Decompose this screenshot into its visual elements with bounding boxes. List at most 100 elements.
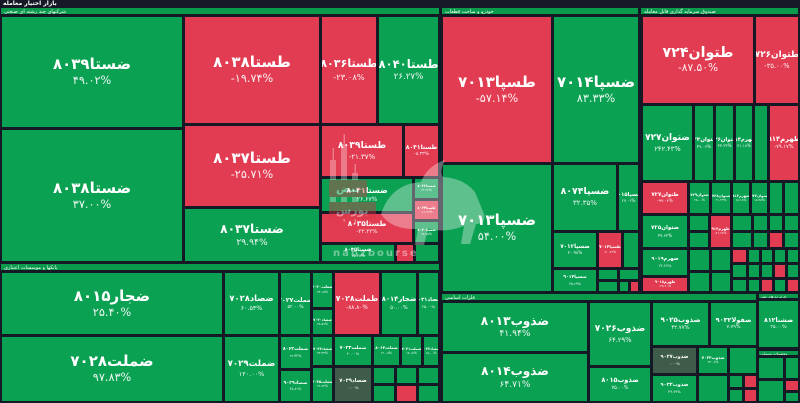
- treemap-tile[interactable]: [732, 232, 752, 248]
- treemap-tile[interactable]: ضصاد۷۰۳۳ ۳۳.۳۳%: [312, 336, 333, 366]
- treemap-tile[interactable]: ضملت۷۰۳۰ ۳۴.۱۵%: [312, 272, 333, 308]
- treemap-tile[interactable]: طستا۸۰۳۶ -۲۳.۰۸%: [321, 16, 377, 124]
- treemap-tile[interactable]: [785, 357, 799, 379]
- treemap-tile[interactable]: [774, 249, 786, 263]
- treemap-tile[interactable]: شهرم۸۱۴۴۱.۱۸%: [735, 105, 753, 181]
- treemap-tile[interactable]: [744, 375, 757, 388]
- treemap-tile[interactable]: [598, 269, 618, 280]
- treemap-tile[interactable]: [787, 264, 799, 278]
- treemap-tile[interactable]: ضذوب۸۰۱۴ ۶۴.۷۱%: [442, 353, 588, 402]
- treemap-tile[interactable]: [774, 279, 786, 292]
- treemap-tile[interactable]: ضملت۷۰۲۷۵۲.۰۰%: [280, 272, 311, 335]
- treemap-tile[interactable]: [785, 392, 799, 402]
- treemap-tile[interactable]: ضملت۸۰۶۲ ۲۲.۴۳%: [280, 336, 311, 369]
- treemap-tile[interactable]: طتوان۷۲۶ -۳۵.۰۰%: [755, 16, 799, 104]
- treemap-tile[interactable]: ضتوان۷۲۳ ۱۵.۳۸%: [751, 182, 768, 214]
- treemap-tile[interactable]: [754, 105, 768, 181]
- treemap-tile[interactable]: [689, 215, 709, 231]
- treemap-tile[interactable]: ضذوب۷۰۳۳ ۲۳.۰۸%: [698, 347, 728, 374]
- treemap-tile[interactable]: [396, 244, 414, 262]
- treemap-tile[interactable]: [784, 215, 799, 231]
- treemap-tile[interactable]: ضتوان۷۲۵ ۴۷.۶۲%: [642, 215, 688, 248]
- treemap-tile[interactable]: [732, 264, 747, 278]
- treemap-tile[interactable]: [761, 264, 773, 278]
- treemap-tile[interactable]: [418, 385, 439, 402]
- treemap-tile[interactable]: [729, 347, 757, 374]
- treemap-tile[interactable]: ضتوان۷۲۹ ۲۵.۰۰%: [689, 182, 710, 214]
- treemap-tile[interactable]: ضصاد۷۰۲۸ ۶۰.۵۳%: [224, 272, 279, 335]
- treemap-tile[interactable]: ضملت۷۰۲۸ ۹۷.۸۳%: [1, 336, 223, 402]
- treemap-tile[interactable]: شهرم۸۱۳ ۱۸.۱۸%: [732, 182, 750, 214]
- treemap-tile[interactable]: طتوان۷۲۷ -۹۹.۰۴%: [642, 182, 688, 214]
- treemap-tile[interactable]: طستا۸۰۳۵ -۳۳.۳۳%: [321, 213, 413, 243]
- treemap-tile[interactable]: ضهرم۹۰۱۹ ۲۴.۲۷%: [642, 249, 688, 276]
- treemap-tile[interactable]: ضملت۷۰۳۵ ۲۶.۳۲%: [312, 367, 333, 402]
- treemap-tile[interactable]: [711, 272, 731, 292]
- treemap-tile[interactable]: ضستا۸۰۴۰ ۱۸.۷۵%: [414, 221, 439, 243]
- treemap-tile[interactable]: ضصاد۹۰۲۹ ۳۸.۸۱%: [280, 370, 311, 402]
- treemap-tile[interactable]: [619, 281, 629, 292]
- treemap-tile[interactable]: ضصاد۷۰۳۰ ۲۸.۵۷%: [312, 309, 333, 335]
- treemap-tile[interactable]: [787, 279, 799, 292]
- treemap-tile[interactable]: طستا۸۰۳۴ -۱۶.۶۷%: [414, 200, 439, 220]
- treemap-tile[interactable]: [729, 375, 743, 388]
- treemap-tile[interactable]: [689, 232, 709, 248]
- treemap-tile[interactable]: [630, 281, 639, 292]
- treemap-tile[interactable]: ضذوب۸۰۱۵ ۷۵.۰۰%: [589, 367, 651, 402]
- treemap-tile[interactable]: ضفولا۹۰۳۲ ۷.۷۹%: [710, 302, 757, 346]
- treemap-tile[interactable]: [769, 182, 783, 214]
- treemap-tile[interactable]: [761, 249, 773, 263]
- treemap-tile[interactable]: [753, 215, 768, 231]
- treemap-tile[interactable]: ضتوان۷۲۶۳۳.۳۳%: [715, 105, 734, 181]
- treemap-tile[interactable]: [784, 232, 799, 248]
- treemap-tile[interactable]: [774, 264, 786, 278]
- treemap-tile[interactable]: ضملت۸۰۶۴ ۲۱.۰۵%: [373, 336, 400, 366]
- treemap-tile[interactable]: [769, 215, 783, 231]
- treemap-tile[interactable]: [415, 244, 439, 262]
- treemap-tile[interactable]: طسپا۷۰۱۳ -۵۷.۱۴%: [442, 16, 552, 163]
- treemap-tile[interactable]: طستا۸۰۴۰ ۲۶.۲۷%: [378, 16, 439, 124]
- treemap-tile[interactable]: [689, 249, 710, 271]
- treemap-tile[interactable]: [784, 182, 799, 214]
- treemap-tile[interactable]: ضذوب۹۰۳۲ ۳۹.۷۹%: [652, 375, 697, 402]
- treemap-tile[interactable]: [761, 279, 773, 292]
- treemap-tile[interactable]: [787, 249, 799, 263]
- treemap-tile[interactable]: ضتوان۷۲۷ ۲۴۲.۴۳%: [642, 105, 693, 181]
- treemap-tile[interactable]: [758, 380, 784, 402]
- treemap-tile[interactable]: [748, 264, 760, 278]
- treemap-tile[interactable]: طهرم۹۰۱۸ -۳۵.۹۰%: [642, 277, 688, 292]
- treemap-tile[interactable]: [769, 232, 783, 248]
- treemap-tile[interactable]: ضسپا۸۰۷۴ ۳۲.۳۵%: [553, 164, 617, 231]
- treemap-tile[interactable]: طستا۸۰۳۷ -۲۵.۷۱%: [184, 125, 320, 207]
- treemap-tile[interactable]: ضستا۸۰۳۷ ۲۹.۹۴%: [184, 208, 320, 262]
- treemap-tile[interactable]: طسپا۷۰۱۴ -۲۰.۷۹%: [598, 232, 622, 268]
- treemap-tile[interactable]: [619, 269, 639, 280]
- treemap-tile[interactable]: ضذوب۸۰۱۳ ۴۱.۹۴%: [442, 302, 588, 352]
- treemap-tile[interactable]: طستا۸۰۳۹ -۲۱.۳۷%: [321, 125, 403, 177]
- treemap-tile[interactable]: ضصاد۷۰۳۹ ۰.۰۰%: [334, 367, 372, 402]
- treemap-tile[interactable]: ضجار۸۰۱۴ ۵۰.۰۰%: [381, 272, 417, 335]
- treemap-tile[interactable]: ضذوب۹۰۲۵ ۳۲.۷۷%: [652, 302, 709, 346]
- treemap-tile[interactable]: ضملت۷۰۲۹ ۱۲۰.۰۰%: [224, 336, 279, 402]
- treemap-tile[interactable]: [729, 389, 743, 402]
- treemap-tile[interactable]: [396, 385, 417, 402]
- treemap-tile[interactable]: ضسپا۷۰۱۴ ۸۳.۳۳%: [553, 16, 639, 163]
- treemap-tile[interactable]: ضتوان۷۲۴۴۹.۰۶%: [694, 105, 714, 181]
- treemap-tile[interactable]: ضسپا۸۰۱۵۲۷.۰۶%: [618, 164, 639, 231]
- treemap-tile[interactable]: [785, 380, 799, 391]
- treemap-tile[interactable]: طستا۸۰۴۱ -۸.۳۳%: [404, 125, 439, 177]
- treemap-tile[interactable]: طتوان۷۲۴ -۸۷.۵۰%: [642, 16, 754, 104]
- treemap-tile[interactable]: [689, 272, 710, 292]
- treemap-tile[interactable]: [373, 367, 395, 384]
- treemap-tile[interactable]: [732, 249, 747, 263]
- treemap-tile[interactable]: [748, 279, 760, 292]
- treemap-tile[interactable]: ضصاد۷۰۳۱۲۵.۰۰%: [418, 272, 439, 335]
- treemap-tile[interactable]: ضسپا۷۰۱۲ ۲۰.۹۸%: [553, 232, 597, 268]
- treemap-tile[interactable]: ضسپا۷۰۱۳ ۵۴.۰۰%: [442, 164, 552, 292]
- treemap-tile[interactable]: [598, 281, 618, 292]
- treemap-tile[interactable]: [623, 232, 639, 268]
- treemap-tile[interactable]: ضستا۸۰۳۸ ۳۷.۰۰%: [1, 129, 183, 262]
- treemap-tile[interactable]: [396, 367, 417, 384]
- treemap-tile[interactable]: [711, 249, 731, 271]
- treemap-tile[interactable]: ضستا۸۰۴۱ ۲۶.۶۷%: [321, 178, 413, 212]
